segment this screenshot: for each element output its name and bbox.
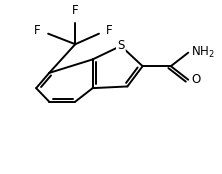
Text: NH$_2$: NH$_2$: [191, 45, 215, 60]
Text: F: F: [72, 4, 79, 17]
Text: F: F: [34, 24, 40, 37]
Text: O: O: [191, 73, 200, 86]
Text: F: F: [106, 24, 112, 37]
Text: S: S: [117, 39, 125, 52]
